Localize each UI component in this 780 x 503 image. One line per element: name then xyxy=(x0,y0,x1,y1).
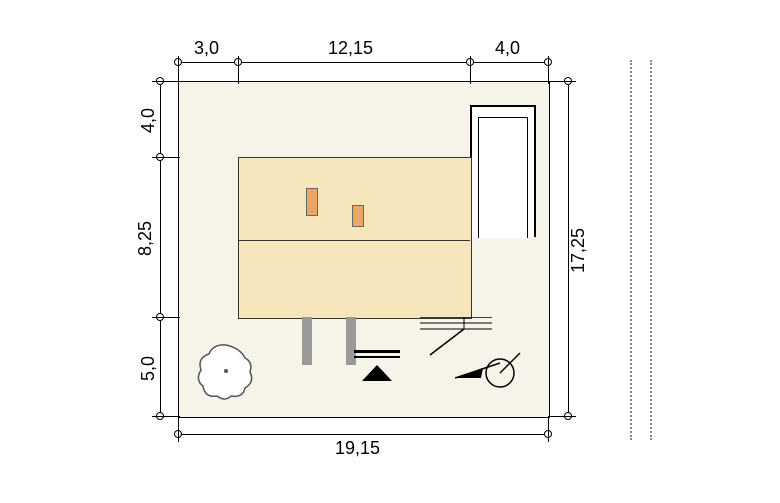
dim-bottom-total: 19,15 xyxy=(335,438,380,459)
page-edge-dots-2 xyxy=(650,60,652,440)
dim-tick xyxy=(548,56,549,84)
roof-ridge xyxy=(238,240,470,241)
dim-top-left: 3,0 xyxy=(194,38,219,59)
dim-tick xyxy=(548,416,576,417)
dim-left-mid: 8,25 xyxy=(135,221,156,256)
tree-icon xyxy=(195,340,257,402)
dim-top-right: 4,0 xyxy=(495,38,520,59)
dim-tick xyxy=(548,416,549,442)
dim-tick xyxy=(152,157,180,158)
dim-line-bottom xyxy=(178,434,548,435)
site-plan-canvas: 3,0 12,15 4,0 4,0 8,25 5,0 17,25 19,15 xyxy=(0,0,780,503)
dim-tick xyxy=(238,56,239,84)
dim-left-bottom: 5,0 xyxy=(138,356,159,381)
roof xyxy=(238,157,472,319)
dim-tick xyxy=(152,317,180,318)
dim-tick xyxy=(152,416,180,417)
page-edge-dots xyxy=(630,60,632,440)
dim-right-total: 17,25 xyxy=(568,228,589,273)
dim-tick xyxy=(548,81,576,82)
dim-tick xyxy=(470,56,471,84)
north-arrow-icon xyxy=(455,348,525,398)
chimney-2 xyxy=(352,205,364,227)
dim-left-top: 4,0 xyxy=(138,108,159,133)
porch-columns xyxy=(302,317,356,365)
column xyxy=(302,317,312,365)
dim-tick xyxy=(178,416,179,442)
dim-tick xyxy=(178,56,179,84)
dim-line-left xyxy=(160,81,161,416)
chimney-1 xyxy=(306,188,318,216)
carport-inner xyxy=(478,117,528,238)
dim-tick xyxy=(152,81,180,82)
dim-top-mid: 12,15 xyxy=(328,38,373,59)
